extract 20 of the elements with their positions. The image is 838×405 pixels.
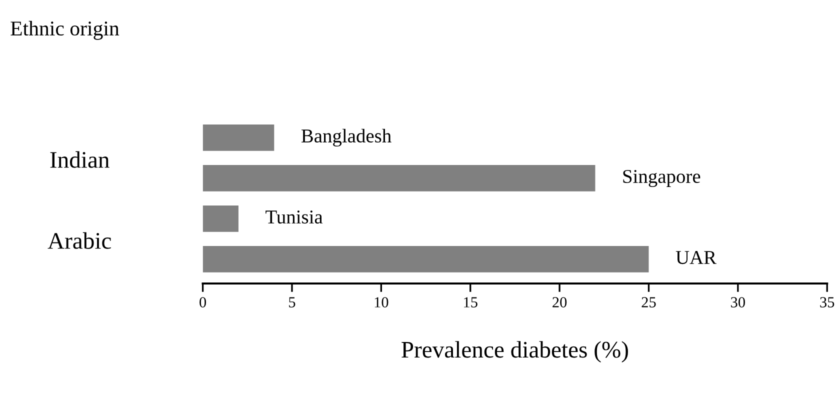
y-tick-label: Singapore [623,170,700,188]
text: Indian [50,151,110,168]
x-tick-label: 25 [642,297,656,308]
x-tick-label: 15 [464,297,478,308]
x-tick-label: 30 [731,297,745,308]
bar [202,124,274,151]
x-tick-label: 0 [200,297,206,308]
x-axis-title: Prevalence diabetes (%) [402,341,628,363]
text: Arabic [48,232,112,249]
chart-title: Ethnic origin [10,20,120,40]
y-tick-label: Tunisia [266,210,323,224]
x-tick-label: 35 [820,297,834,308]
y-tick-label: UAR [676,251,717,264]
bar [202,246,649,272]
y-tick-label: Bangladesh [301,128,392,147]
bar [202,165,596,192]
bar [202,206,238,232]
x-tick-label: 20 [552,297,567,308]
x-tick-label: 10 [374,297,388,308]
x-tick-label: 5 [289,297,296,308]
